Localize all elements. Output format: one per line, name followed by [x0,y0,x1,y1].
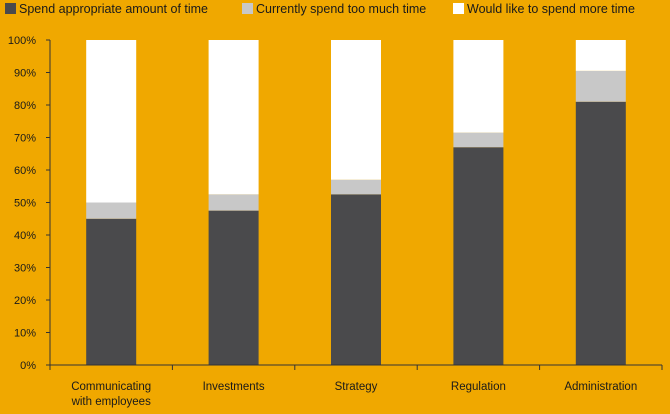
legend-swatch-0 [5,3,16,14]
x-category-label: Administration [564,381,637,393]
y-tick-label: 40% [14,230,36,242]
x-category-label: Investments [203,381,265,393]
bar-segment-3-1 [453,132,504,148]
y-tick-label: 90% [14,68,36,80]
y-tick-label: 70% [14,133,36,145]
y-tick-label: 50% [14,198,36,210]
bars-area [86,40,626,365]
y-tick-label: 10% [14,328,36,340]
bar-segment-2-1 [331,179,381,195]
legend-swatch-2 [453,3,464,14]
bar-segment-1-0 [208,210,259,365]
bar-segment-2-0 [331,194,381,365]
bar-segment-0-0 [86,218,137,365]
legend-label-1: Currently spend too much time [256,2,426,16]
legend-swatch-1 [242,3,253,14]
y-tick-label: 60% [14,165,36,177]
bar-segment-4-2 [575,40,626,71]
bar-segment-3-2 [453,40,504,133]
bar-segment-1-1 [208,194,259,211]
legend: Spend appropriate amount of time Currentl… [5,2,635,16]
bar-segment-0-1 [86,202,137,219]
x-category-label: Strategy [335,381,378,393]
bar-segment-2-2 [331,40,381,180]
bar-segment-0-2 [86,40,137,203]
y-tick-label: 80% [14,100,36,112]
x-category-label: Communicating with employees [71,381,152,408]
y-tick-label: 30% [14,263,36,275]
legend-label-0: Spend appropriate amount of time [19,2,208,16]
bar-segment-4-0 [575,101,626,365]
x-axis: Communicating with employees Investments St… [49,364,663,408]
legend-label-2: Would like to spend more time [467,2,635,16]
y-tick-label: 20% [14,295,36,307]
y-tick-label: 100% [8,35,36,47]
y-axis: 0% 10% 20% 30% 40% 50% 60% 70% 80% 90% 100% [8,35,51,372]
bar-segment-4-1 [575,70,626,102]
bar-segment-3-0 [453,147,504,365]
x-category-label: Regulation [451,381,506,393]
y-tick-label: 0% [20,360,36,372]
bar-segment-1-2 [208,40,259,195]
